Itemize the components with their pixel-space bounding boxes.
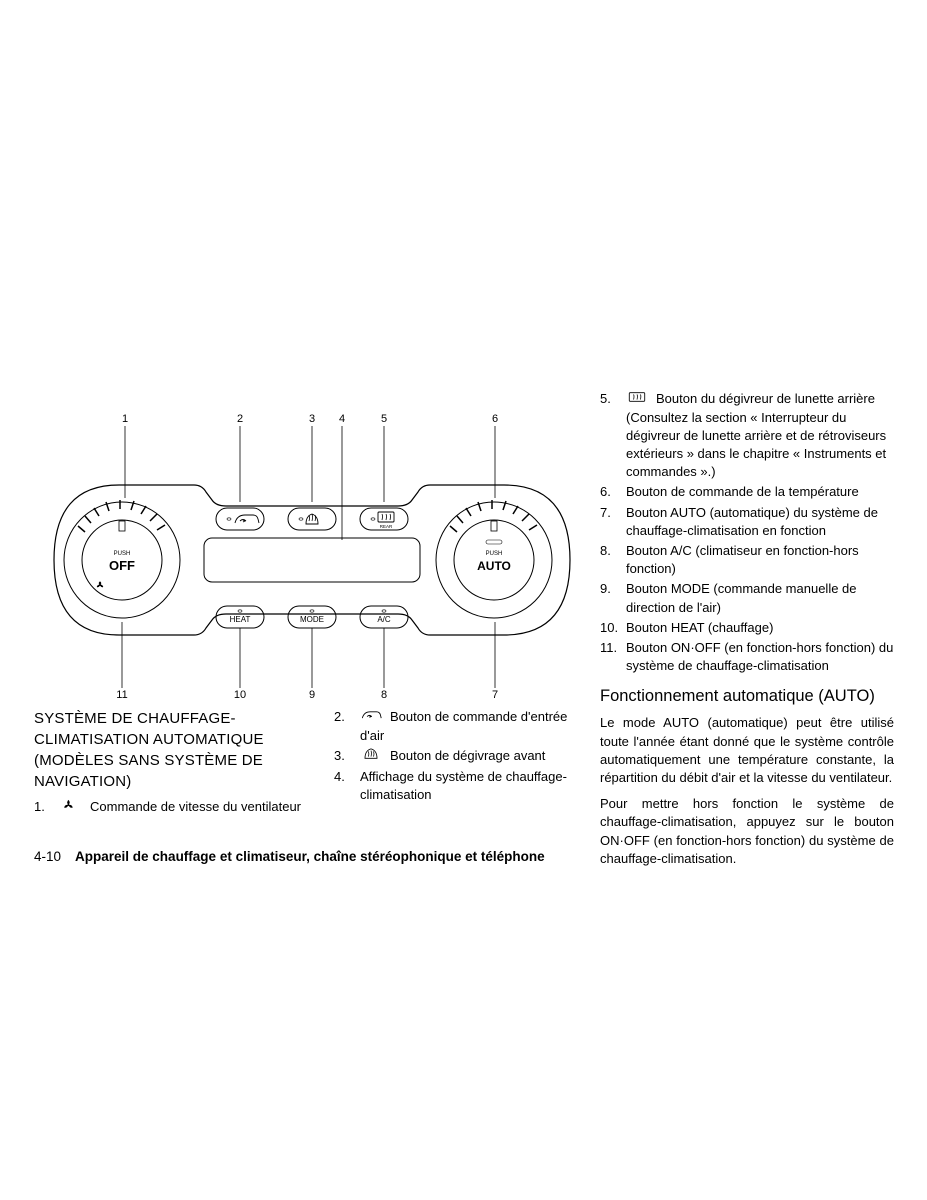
item-number: 6. xyxy=(600,483,626,501)
page-footer: 4-10 Appareil de chauffage et climatiseu… xyxy=(34,848,545,867)
item-text: Affichage du système de chauffage-climat… xyxy=(360,768,594,804)
climate-control-diagram: 1 2 3 4 5 6 xyxy=(34,390,574,700)
item-text: Bouton A/C (climatiseur en fonction-hors… xyxy=(626,542,894,578)
front-defrost-button xyxy=(288,508,336,530)
front-defrost-icon xyxy=(360,747,384,765)
list-item: 4. Affichage du système de chauffage-cli… xyxy=(334,768,594,804)
svg-text:A/C: A/C xyxy=(377,615,391,624)
list-item: 2. Bouton de commande d'entrée d'air xyxy=(334,708,594,745)
recirc-button xyxy=(216,508,264,530)
subheading: Fonctionnement automatique (AUTO) xyxy=(600,685,894,708)
item-number: 3. xyxy=(334,747,360,766)
item-text: Bouton de commande d'entrée d'air xyxy=(360,709,567,743)
list-item: 9. Bouton MODE (commande manuelle de dir… xyxy=(600,580,894,616)
right-dial-auto: AUTO xyxy=(477,559,511,573)
list-item: 3. Bouton de dégivrage avant xyxy=(334,747,594,766)
callout-4: 4 xyxy=(339,413,345,425)
svg-text:REAR: REAR xyxy=(380,524,393,529)
item-number: 7. xyxy=(600,504,626,540)
callout-10: 10 xyxy=(234,689,246,700)
item-text: Bouton HEAT (chauffage) xyxy=(626,619,894,637)
item-number: 8. xyxy=(600,542,626,578)
item-number: 4. xyxy=(334,768,360,804)
callout-1: 1 xyxy=(122,413,128,425)
callout-8: 8 xyxy=(381,689,387,700)
item-text: Bouton du dégivreur de lunette arrière (… xyxy=(626,391,886,479)
right-dial-push: PUSH xyxy=(486,551,503,557)
callout-5: 5 xyxy=(381,413,387,425)
left-dial-push: PUSH xyxy=(114,551,131,557)
callout-11: 11 xyxy=(116,689,127,700)
fan-icon xyxy=(60,798,84,816)
item-number: 1. xyxy=(34,798,60,817)
item-number: 2. xyxy=(334,708,360,745)
item-text: Bouton de commande de la température xyxy=(626,483,894,501)
item-text: Bouton MODE (commande manuelle de direct… xyxy=(626,580,894,616)
list-item: 8. Bouton A/C (climatiseur en fonction-h… xyxy=(600,542,894,578)
ac-button: A/C xyxy=(360,606,408,628)
list-item: 6. Bouton de commande de la température xyxy=(600,483,894,501)
item-text: Commande de vitesse du ventilateur xyxy=(90,799,301,814)
page-title: Appareil de chauffage et climatiseur, ch… xyxy=(75,848,545,867)
body-text: Le mode AUTO (automatique) peut être uti… xyxy=(600,714,894,787)
callout-7: 7 xyxy=(492,689,498,700)
rear-defrost-icon xyxy=(626,390,650,408)
list-item: 7. Bouton AUTO (automatique) du système … xyxy=(600,504,894,540)
list-item: 11. Bouton ON·OFF (en fonction-hors fonc… xyxy=(600,639,894,675)
list-item: 10. Bouton HEAT (chauffage) xyxy=(600,619,894,637)
body-text: Pour mettre hors fonction le système de … xyxy=(600,795,894,868)
callout-6: 6 xyxy=(492,413,498,425)
item-number: 9. xyxy=(600,580,626,616)
rear-defrost-button: REAR xyxy=(360,508,408,530)
heat-button: HEAT xyxy=(216,606,264,628)
item-number: 10. xyxy=(600,619,626,637)
item-text: Bouton de dégivrage avant xyxy=(390,748,545,763)
list-item: 1. Commande de vitesse du ventilateur xyxy=(34,798,314,817)
mode-button: MODE xyxy=(288,606,336,628)
page-number: 4-10 xyxy=(34,848,61,867)
callout-2: 2 xyxy=(237,413,243,425)
item-number: 11. xyxy=(600,639,626,675)
list-item: 5. Bouton du dégivreur de lunette arrièr… xyxy=(600,390,894,481)
item-text: Bouton ON·OFF (en fonction-hors fonction… xyxy=(626,639,894,675)
section-title: SYSTÈME DE CHAUFFAGE-CLIMATISATION AUTOM… xyxy=(34,708,314,792)
item-number: 5. xyxy=(600,390,626,481)
svg-text:HEAT: HEAT xyxy=(230,615,251,624)
svg-text:MODE: MODE xyxy=(300,615,324,624)
recirc-icon xyxy=(360,708,384,726)
item-text: Bouton AUTO (automatique) du système de … xyxy=(626,504,894,540)
left-dial-off: OFF xyxy=(109,558,135,573)
callout-3: 3 xyxy=(309,413,315,425)
callout-9: 9 xyxy=(309,689,315,700)
